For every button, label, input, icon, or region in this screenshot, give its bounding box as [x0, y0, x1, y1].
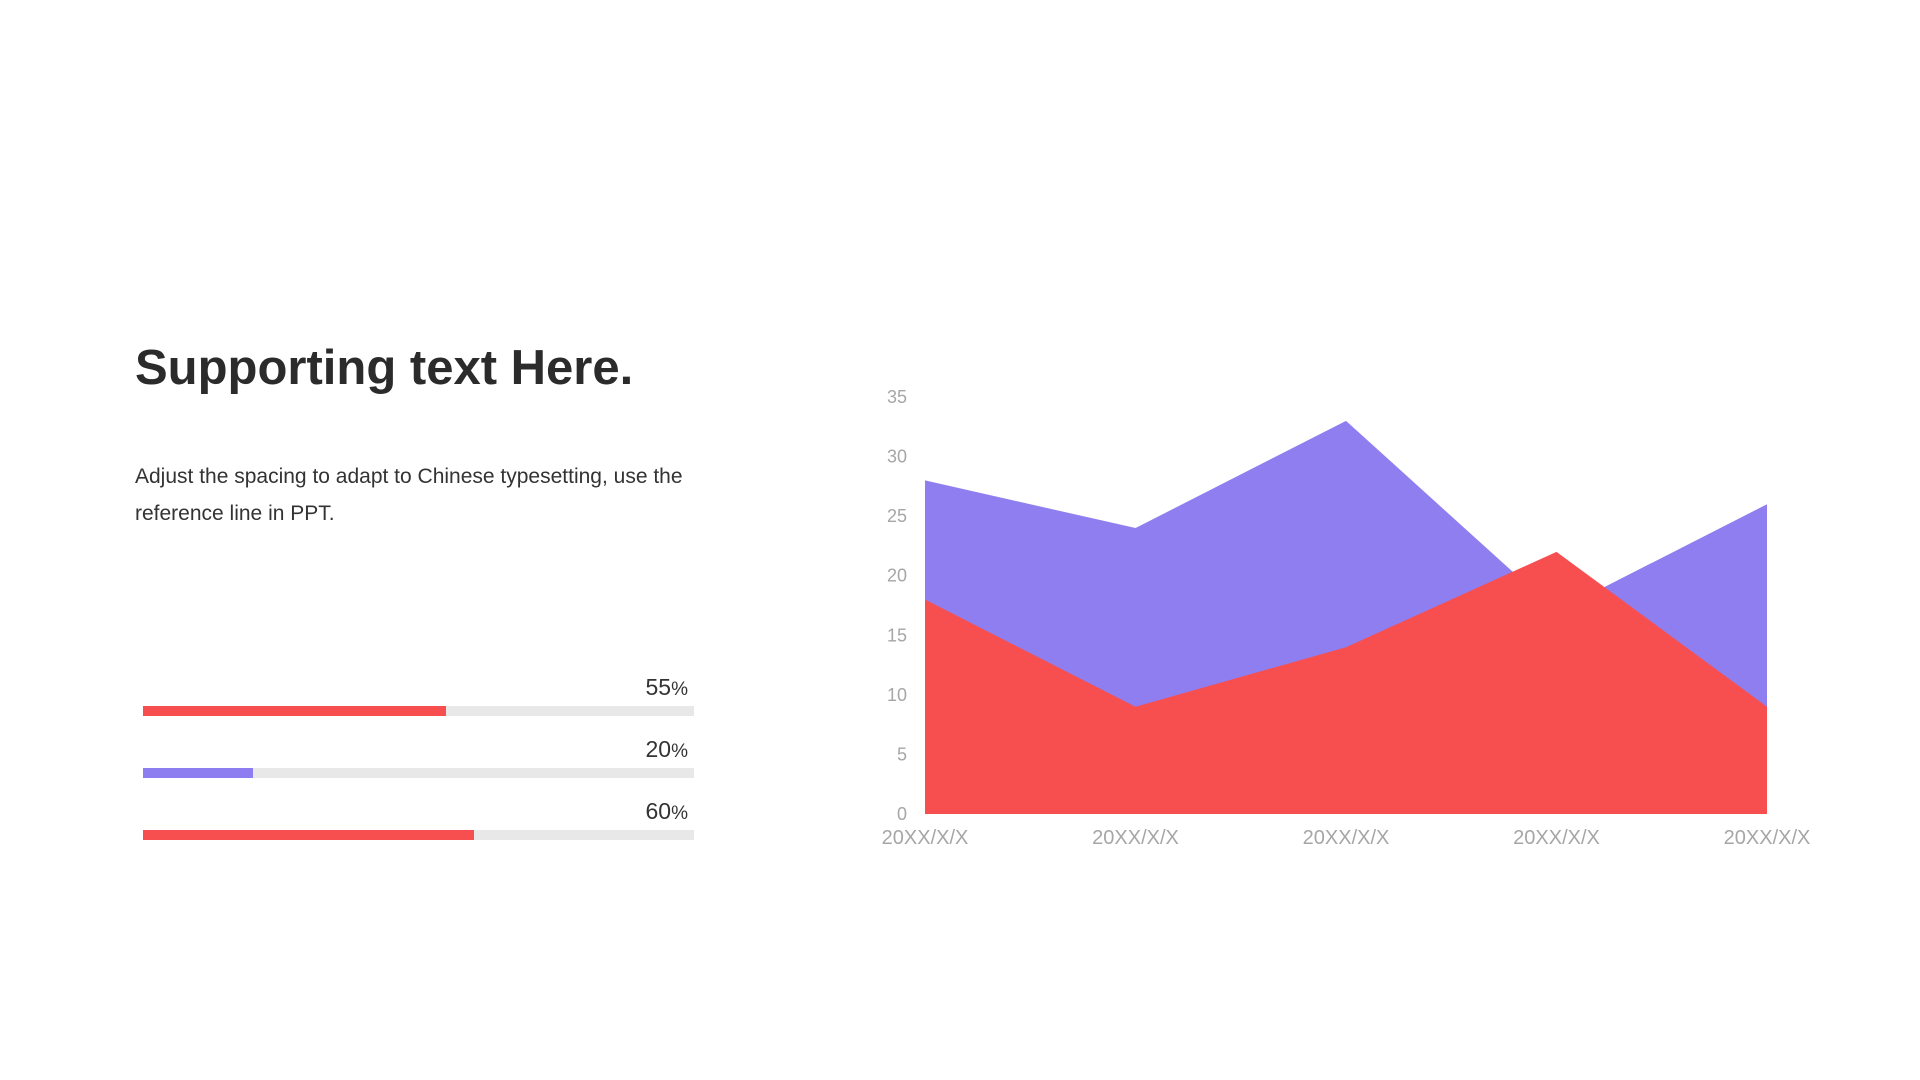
- y-tick-label: 10: [887, 685, 907, 705]
- area-series-2: [925, 551, 1767, 814]
- y-tick-label: 30: [887, 447, 907, 467]
- progress-value: 60%: [645, 798, 689, 824]
- x-tick-label: 20XX/X/X: [882, 827, 969, 849]
- y-tick-label: 20: [887, 566, 907, 586]
- y-tick-label: 15: [887, 625, 907, 645]
- y-tick-label: 5: [897, 744, 907, 764]
- area-chart: 0 5 10 15 20 25 30 35 20XX/X/X 20XX/X/X 20XX/X/X 20…: [860, 370, 1860, 860]
- page-title: Supporting text Here.: [135, 341, 634, 395]
- y-tick-label: 0: [897, 804, 907, 824]
- x-tick-label: 20XX/X/X: [1513, 827, 1600, 849]
- x-tick-label: 20XX/X/X: [1724, 827, 1811, 849]
- progress-track: [143, 768, 694, 778]
- progress-value: 20%: [645, 736, 689, 762]
- progress-track: [143, 706, 694, 716]
- progress-fill: [143, 768, 254, 778]
- x-tick-label: 20XX/X/X: [1303, 827, 1390, 849]
- progress-track: [143, 830, 694, 840]
- progress-list: 55% 20% 60%: [143, 670, 694, 856]
- area-chart-svg: 0 5 10 15 20 25 30 35 20XX/X/X 20XX/X/X 20XX/X/X 20…: [882, 387, 1811, 849]
- progress-item: 55%: [143, 670, 694, 732]
- progress-item: 60%: [143, 794, 694, 856]
- x-tick-label: 20XX/X/X: [1092, 827, 1179, 849]
- progress-item: 20%: [143, 732, 694, 794]
- y-tick-label: 35: [887, 387, 907, 407]
- y-tick-label: 25: [887, 506, 907, 526]
- description-text: Adjust the spacing to adapt to Chinese t…: [135, 465, 683, 525]
- progress-fill: [143, 706, 447, 716]
- progress-fill: [143, 830, 474, 840]
- progress-value: 55%: [645, 674, 689, 700]
